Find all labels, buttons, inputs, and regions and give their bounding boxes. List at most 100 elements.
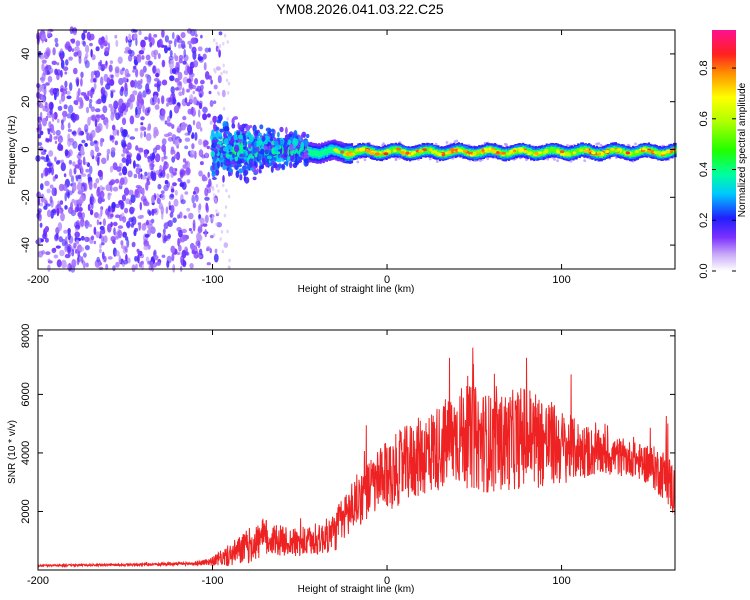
heatmap-cell [110,179,116,185]
heatmap-cell [110,89,116,93]
heatmap-cell [660,151,666,155]
heatmap-cell [145,73,150,78]
heatmap-cell [141,187,145,196]
heatmap-cell [273,156,277,161]
heatmap-cell [242,165,247,171]
heatmap-cell [450,150,454,154]
heatmap-cell [144,171,148,177]
heatmap-cell [124,50,129,54]
heatmap-cell [112,265,116,272]
heatmap-cell [115,231,121,239]
heatmap-cell [191,194,195,204]
heatmap-cell [204,152,209,158]
heatmap-cell [96,219,100,226]
heatmap-cell [174,55,179,62]
heatmap-cell [157,97,160,105]
heatmap-cell [118,254,122,264]
heatmap-cell [71,198,75,204]
spectrogram-ylabel: Frequency (Hz) [7,116,18,185]
heatmap-cell [435,160,439,164]
heatmap-cell [122,166,128,176]
heatmap-cell [158,38,163,48]
heatmap-cell [144,36,149,41]
heatmap-cell [50,123,55,134]
heatmap-cell [244,176,250,184]
heatmap-cell [187,130,191,136]
heatmap-cell [319,150,322,157]
heatmap-cell [191,143,195,150]
heatmap-cell [65,59,69,66]
heatmap-cell [172,264,176,273]
heatmap-cell [217,47,220,51]
heatmap-cell [72,130,77,137]
heatmap-cell [42,233,47,240]
spectrogram-xlabel: Height of straight line (km) [298,284,415,295]
heatmap-cell [85,221,90,226]
heatmap-cell [115,261,120,268]
heatmap-cell [126,142,132,151]
heatmap-cell [69,168,73,178]
heatmap-cell [47,75,53,83]
heatmap-cell [198,214,201,219]
heatmap-cell [259,124,264,130]
heatmap-cell [135,68,139,78]
heatmap-cell [188,212,194,220]
heatmap-cell [107,256,113,260]
heatmap-cell [217,141,222,145]
heatmap-cell [277,131,280,138]
heatmap-cell [556,159,559,163]
heatmap-cell [190,149,195,158]
heatmap-cell [166,97,172,103]
heatmap-cell [209,100,214,107]
heatmap-cell [39,202,44,207]
heatmap-cell [99,190,105,199]
heatmap-cell [100,114,105,121]
heatmap-cell [198,109,201,118]
heatmap-cell [202,223,208,227]
heatmap-cell [93,140,98,144]
heatmap-cell [77,127,82,136]
heatmap-cell [95,231,100,239]
heatmap-cell [186,207,191,212]
heatmap-cell [164,120,168,125]
heatmap-cell [206,262,211,266]
heatmap-cell [396,147,401,151]
heatmap-cell [186,167,191,174]
heatmap-cell [211,214,215,219]
heatmap-cell [190,134,194,140]
heatmap-cell [68,159,73,165]
heatmap-cell [198,170,203,177]
heatmap-cell [285,126,288,135]
heatmap-cell [116,166,122,172]
heatmap-cell [239,124,244,131]
heatmap-cell [462,149,468,153]
heatmap-cell [147,155,150,163]
heatmap-cell [198,138,203,146]
heatmap-cell [137,251,143,255]
heatmap-cell [47,260,53,264]
heatmap-cell [40,33,47,41]
heatmap-cell [232,116,239,120]
heatmap-cell [93,212,99,219]
heatmap-cell [192,202,197,209]
heatmap-cell [83,29,88,34]
colorbar-label: Normalized spectral amplitude [737,82,748,217]
heatmap-cell [193,60,199,68]
heatmap-cell [227,194,231,199]
heatmap-cell [207,188,212,194]
heatmap-cell [553,148,556,153]
heatmap-cell [211,129,215,137]
heatmap-cell [227,91,230,95]
heatmap-cell [548,148,551,153]
heatmap-cell [188,43,192,49]
heatmap-cell [215,222,218,226]
heatmap-cell [90,129,96,138]
heatmap-cell [161,138,167,146]
heatmap-cell [120,86,125,93]
x-tick-label: -100 [202,274,224,286]
heatmap-cell [96,152,102,157]
heatmap-cell [113,100,119,110]
heatmap-cell [156,193,160,199]
heatmap-cell [60,212,65,222]
